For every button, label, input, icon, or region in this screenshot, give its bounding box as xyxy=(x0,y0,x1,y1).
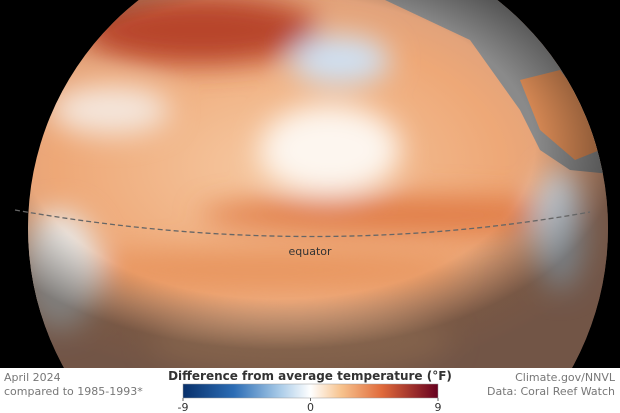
globe xyxy=(28,0,608,370)
credit: Climate.gov/NNVL xyxy=(515,371,616,384)
tick-label: -9 xyxy=(178,401,189,413)
baseline: compared to 1985-1993* xyxy=(4,385,143,398)
date: April 2024 xyxy=(4,371,61,384)
tick-label: 0 xyxy=(307,401,314,413)
source: Data: Coral Reef Watch xyxy=(487,385,615,398)
equator-label: equator xyxy=(288,245,332,258)
tick-label: 9 xyxy=(435,401,442,413)
equator-line xyxy=(14,209,591,238)
legend-ticks: -9 0 9 xyxy=(178,398,442,413)
legend-title: Difference from average temperature (°F) xyxy=(168,369,452,383)
color-bar xyxy=(182,383,439,399)
